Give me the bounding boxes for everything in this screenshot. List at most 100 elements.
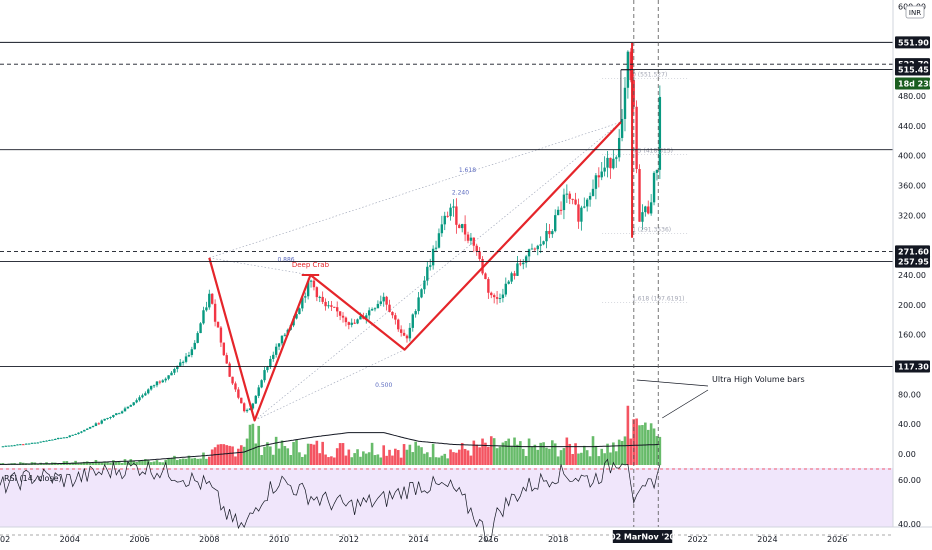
volume-bar [440, 455, 444, 465]
volume-bar [492, 438, 496, 465]
candle-body [301, 297, 304, 309]
volume-bar [530, 446, 534, 465]
candle-body [283, 334, 287, 336]
volume-bar [449, 449, 452, 465]
candle-body [80, 431, 83, 433]
candle-body [568, 193, 571, 199]
volume-bar [330, 456, 333, 465]
volume-bar [193, 457, 197, 465]
candle-body [513, 273, 516, 276]
volume-bar [411, 452, 415, 465]
time-tick-label: 2016 [478, 535, 498, 544]
price-label: 257.95 [898, 258, 929, 267]
volume-bar [548, 448, 551, 465]
candle-body [429, 265, 432, 267]
candle-body [97, 423, 101, 425]
candle-body [30, 442, 34, 444]
volume-bar [498, 446, 502, 465]
volume-bar [644, 422, 647, 465]
candle-body [22, 444, 25, 446]
volume-bar [280, 440, 284, 465]
volume-bar [612, 442, 615, 465]
candle-body [609, 157, 612, 169]
candle-body [181, 361, 185, 363]
volume-bar [408, 444, 412, 465]
candle-body [504, 283, 508, 295]
volume-bar [635, 418, 638, 465]
volume-bar [283, 446, 287, 465]
candle-body [603, 167, 606, 172]
volume-bar [469, 455, 473, 465]
candle-body [266, 367, 269, 371]
candle-body [397, 319, 400, 330]
candle-body [94, 423, 98, 426]
price-tick-label: 440.00 [898, 122, 926, 131]
volume-bar [190, 458, 194, 465]
volume-bar [158, 462, 162, 465]
candle-body [527, 249, 531, 257]
volume-bar [254, 443, 258, 465]
candle-body [379, 301, 383, 304]
volume-bar [487, 446, 490, 465]
candle-body [434, 247, 438, 249]
candle-body [10, 445, 13, 447]
candle-body [344, 317, 348, 323]
candle-body [27, 443, 31, 445]
volume-bar [144, 459, 147, 465]
candle-body [135, 400, 138, 403]
candle-body [141, 395, 144, 398]
volume-bar [434, 457, 438, 465]
volume-bar [231, 446, 234, 465]
candle-body [492, 295, 496, 298]
volume-bar [524, 455, 528, 465]
candle-body [458, 224, 461, 229]
annotations: Ultra High Volume bars [636, 375, 805, 419]
candle-body [211, 293, 214, 304]
volume-bar [588, 456, 592, 465]
price-tick-label: 160.00 [898, 331, 926, 340]
candle-body [257, 387, 260, 396]
candle-body [109, 416, 112, 418]
candle-body [129, 405, 133, 407]
price-tick-label: 480.00 [898, 92, 926, 101]
volume-bar [277, 448, 281, 465]
volume-bar [19, 462, 22, 465]
candle-body [56, 437, 60, 440]
volume-bar [350, 457, 354, 465]
volume-bar [405, 449, 409, 465]
volume-bar [617, 439, 621, 465]
candle-body [330, 305, 333, 307]
volume-bar [318, 453, 322, 465]
volume-bar [382, 445, 386, 465]
candle-body [167, 375, 170, 379]
volume-bar [536, 449, 540, 465]
candle-body [117, 413, 121, 415]
candle-body [205, 307, 208, 311]
candle-body [399, 329, 403, 333]
volume-bar [452, 452, 455, 465]
candle-body [77, 432, 80, 435]
volume-bar [507, 438, 511, 465]
volume-bar [475, 444, 479, 465]
countdown-label-bg [895, 77, 930, 90]
candle-body [132, 402, 135, 406]
candle-body [269, 358, 272, 368]
candle-body [446, 215, 449, 217]
candle-body [551, 231, 554, 235]
volume-bar [36, 463, 40, 465]
volume-bar [364, 453, 368, 465]
candle-body [312, 280, 316, 288]
candle-body [327, 305, 330, 307]
candle-body [120, 411, 124, 414]
candle-body [620, 118, 624, 138]
volume-bar [289, 455, 292, 465]
date-label: Nov '20 [641, 533, 675, 542]
candle-body [318, 296, 321, 298]
candle-body [71, 434, 74, 436]
price-tick-label: 0.00 [898, 450, 916, 459]
volume-bar [501, 442, 505, 465]
volume-bar [251, 423, 255, 465]
candle-body [184, 356, 188, 362]
time-tick-label: 2010 [269, 535, 289, 544]
